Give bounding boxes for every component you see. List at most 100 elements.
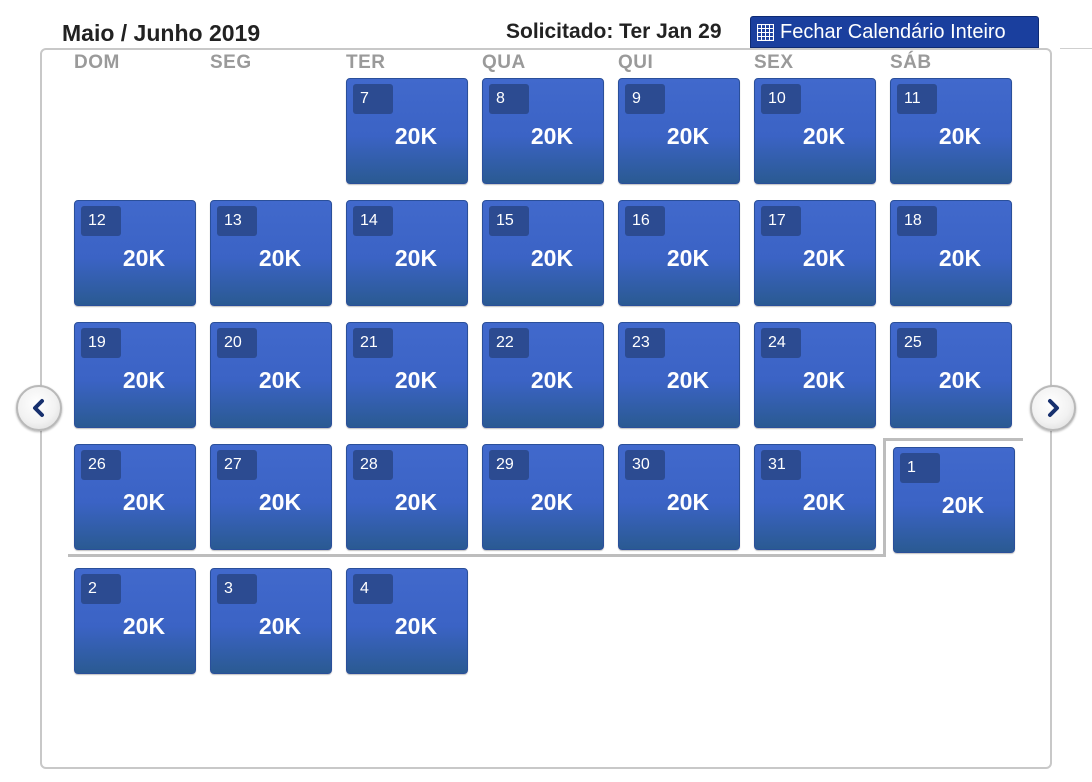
- day-price: 20K: [666, 245, 710, 271]
- day-cell[interactable]: 9 20K: [618, 78, 740, 184]
- day-number: 30: [625, 450, 665, 480]
- day-cell[interactable]: 26 20K: [74, 444, 196, 550]
- day-number: 31: [761, 450, 801, 480]
- day-number: 7: [353, 84, 393, 114]
- weekday-label: SEG: [210, 52, 252, 73]
- day-price: 20K: [122, 245, 166, 271]
- day-cell[interactable]: 20 20K: [210, 322, 332, 428]
- day-price: 20K: [530, 489, 574, 515]
- day-cell[interactable]: 30 20K: [618, 444, 740, 550]
- day-price: 20K: [258, 367, 302, 393]
- day-price: 20K: [802, 245, 846, 271]
- day-number: 17: [761, 206, 801, 236]
- day-number: 20: [217, 328, 257, 358]
- day-cell[interactable]: 16 20K: [618, 200, 740, 306]
- weekday-label: SEX: [754, 52, 794, 73]
- day-price: 20K: [122, 489, 166, 515]
- day-price: 20K: [530, 367, 574, 393]
- day-cell[interactable]: 21 20K: [346, 322, 468, 428]
- day-price: 20K: [938, 123, 982, 149]
- chevron-right-icon: [1048, 399, 1059, 417]
- day-cell[interactable]: 15 20K: [482, 200, 604, 306]
- day-price: 20K: [938, 367, 982, 393]
- day-price: 20K: [394, 245, 438, 271]
- weekday-label: DOM: [74, 52, 120, 73]
- weekday-label: QUA: [482, 52, 526, 73]
- day-cell[interactable]: 13 20K: [210, 200, 332, 306]
- day-cell[interactable]: 12 20K: [74, 200, 196, 306]
- grid-icon: [757, 23, 774, 41]
- day-number: 9: [625, 84, 665, 114]
- day-price: 20K: [666, 123, 710, 149]
- day-number: 19: [81, 328, 121, 358]
- day-number: 22: [489, 328, 529, 358]
- day-price: 20K: [258, 245, 302, 271]
- day-cell[interactable]: 28 20K: [346, 444, 468, 550]
- day-price: 20K: [122, 367, 166, 393]
- day-cell[interactable]: 3 20K: [210, 568, 332, 674]
- day-number: 23: [625, 328, 665, 358]
- day-price: 20K: [258, 613, 302, 639]
- day-number: 25: [897, 328, 937, 358]
- day-number: 13: [217, 206, 257, 236]
- day-price: 20K: [394, 489, 438, 515]
- requested-date: Solicitado: Ter Jan 29: [506, 20, 722, 43]
- weekday-label: QUI: [618, 52, 654, 73]
- divider: [1060, 48, 1092, 49]
- month-divider: [883, 438, 1023, 441]
- day-price: 20K: [666, 367, 710, 393]
- day-number: 1: [900, 453, 940, 483]
- day-price: 20K: [530, 123, 574, 149]
- weekday-label: TER: [346, 52, 386, 73]
- calendar-title: Maio / Junho 2019: [62, 20, 261, 46]
- day-number: 18: [897, 206, 937, 236]
- day-price: 20K: [802, 123, 846, 149]
- day-cell[interactable]: 14 20K: [346, 200, 468, 306]
- day-cell[interactable]: 2 20K: [74, 568, 196, 674]
- day-number: 8: [489, 84, 529, 114]
- day-cell[interactable]: 4 20K: [346, 568, 468, 674]
- day-price: 20K: [122, 613, 166, 639]
- day-price: 20K: [394, 367, 438, 393]
- day-number: 21: [353, 328, 393, 358]
- day-price: 20K: [938, 245, 982, 271]
- day-number: 27: [217, 450, 257, 480]
- month-divider: [883, 438, 886, 557]
- day-cell[interactable]: 22 20K: [482, 322, 604, 428]
- day-cell[interactable]: 25 20K: [890, 322, 1012, 428]
- day-price: 20K: [802, 367, 846, 393]
- day-price: 20K: [394, 613, 438, 639]
- day-cell[interactable]: 27 20K: [210, 444, 332, 550]
- day-cell[interactable]: 19 20K: [74, 322, 196, 428]
- day-cell[interactable]: 18 20K: [890, 200, 1012, 306]
- day-number: 11: [897, 84, 937, 114]
- day-number: 29: [489, 450, 529, 480]
- day-cell[interactable]: 1 20K: [893, 447, 1015, 553]
- day-cell[interactable]: 29 20K: [482, 444, 604, 550]
- day-price: 20K: [394, 123, 438, 149]
- day-cell[interactable]: 7 20K: [346, 78, 468, 184]
- day-cell[interactable]: 24 20K: [754, 322, 876, 428]
- close-full-calendar-button[interactable]: Fechar Calendário Inteiro: [750, 16, 1039, 48]
- day-number: 15: [489, 206, 529, 236]
- chevron-left-icon: [33, 399, 44, 417]
- day-number: 24: [761, 328, 801, 358]
- day-cell[interactable]: 8 20K: [482, 78, 604, 184]
- day-price: 20K: [666, 489, 710, 515]
- next-month-button[interactable]: [1030, 385, 1076, 431]
- previous-month-button[interactable]: [16, 385, 62, 431]
- day-number: 12: [81, 206, 121, 236]
- day-number: 2: [81, 574, 121, 604]
- weekday-label: SÁB: [890, 52, 932, 73]
- day-number: 14: [353, 206, 393, 236]
- month-divider: [68, 554, 886, 557]
- day-number: 28: [353, 450, 393, 480]
- day-cell[interactable]: 31 20K: [754, 444, 876, 550]
- day-cell[interactable]: 10 20K: [754, 78, 876, 184]
- day-price: 20K: [802, 489, 846, 515]
- day-cell[interactable]: 23 20K: [618, 322, 740, 428]
- day-cell[interactable]: 11 20K: [890, 78, 1012, 184]
- day-number: 16: [625, 206, 665, 236]
- day-cell[interactable]: 17 20K: [754, 200, 876, 306]
